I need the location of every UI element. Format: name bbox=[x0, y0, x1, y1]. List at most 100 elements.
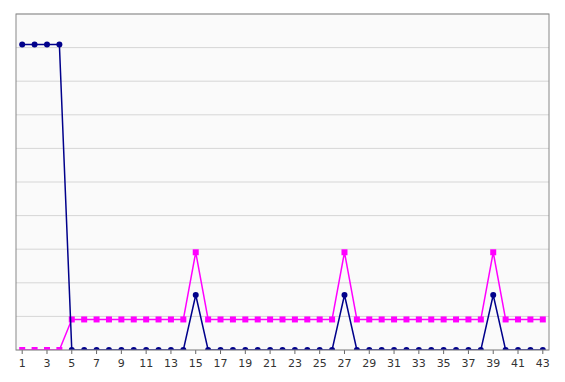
series-marker bbox=[391, 316, 397, 322]
x-tick bbox=[418, 350, 419, 354]
x-tick-label: 23 bbox=[288, 357, 302, 370]
series-line bbox=[22, 45, 543, 350]
plot-frame bbox=[16, 14, 549, 350]
series-marker bbox=[44, 42, 50, 48]
grid-line bbox=[16, 47, 549, 48]
series-marker bbox=[441, 316, 447, 322]
x-tick bbox=[46, 350, 47, 354]
series-marker bbox=[515, 316, 521, 322]
x-tick bbox=[344, 350, 345, 354]
x-axis: 135791113151719212325272931333537394143 bbox=[19, 350, 550, 370]
series-marker bbox=[317, 316, 323, 322]
x-tick-label: 27 bbox=[337, 357, 351, 370]
series-marker bbox=[193, 292, 199, 298]
series-marker bbox=[403, 316, 409, 322]
series-marker bbox=[156, 316, 162, 322]
series-marker bbox=[465, 316, 471, 322]
x-tick bbox=[220, 350, 221, 354]
data-area bbox=[19, 42, 546, 350]
series-marker bbox=[292, 316, 298, 322]
x-tick bbox=[146, 350, 147, 354]
grid-line bbox=[16, 182, 549, 183]
series-marker bbox=[94, 316, 100, 322]
x-tick-label: 17 bbox=[214, 357, 228, 370]
x-tick-label: 21 bbox=[263, 357, 277, 370]
chart-container: 135791113151719212325272931333537394143 bbox=[0, 0, 565, 382]
plot-background bbox=[16, 14, 549, 350]
series-marker bbox=[428, 316, 434, 322]
x-tick-label: 41 bbox=[511, 357, 525, 370]
series-marker bbox=[366, 316, 372, 322]
series-marker bbox=[540, 316, 546, 322]
series-marker bbox=[168, 316, 174, 322]
grid-line bbox=[16, 81, 549, 82]
x-tick bbox=[468, 350, 469, 354]
x-tick bbox=[493, 350, 494, 354]
series-marker bbox=[341, 249, 347, 255]
series-marker bbox=[490, 292, 496, 298]
series-marker bbox=[218, 316, 224, 322]
series-marker bbox=[230, 316, 236, 322]
x-tick bbox=[294, 350, 295, 354]
x-tick-label: 3 bbox=[43, 357, 50, 370]
series-marker bbox=[81, 316, 87, 322]
series-marker bbox=[490, 249, 496, 255]
series-marker bbox=[267, 316, 273, 322]
chart: 135791113151719212325272931333537394143 bbox=[0, 0, 565, 382]
series-marker bbox=[69, 316, 75, 322]
series-marker bbox=[416, 316, 422, 322]
series-marker bbox=[341, 292, 347, 298]
grid-line bbox=[16, 215, 549, 216]
series-marker bbox=[329, 316, 335, 322]
grid-line bbox=[16, 249, 549, 250]
x-tick-label: 15 bbox=[189, 357, 203, 370]
x-tick bbox=[22, 350, 23, 354]
x-tick bbox=[542, 350, 543, 354]
series-marker bbox=[32, 42, 38, 48]
series bbox=[19, 42, 546, 350]
x-tick bbox=[121, 350, 122, 354]
x-tick-label: 13 bbox=[164, 357, 178, 370]
x-tick-label: 19 bbox=[238, 357, 252, 370]
series-marker bbox=[453, 316, 459, 322]
x-tick-label: 43 bbox=[536, 357, 550, 370]
x-tick-label: 35 bbox=[437, 357, 451, 370]
x-tick-label: 11 bbox=[139, 357, 153, 370]
x-tick-label: 31 bbox=[387, 357, 401, 370]
x-tick-label: 1 bbox=[19, 357, 26, 370]
x-tick bbox=[270, 350, 271, 354]
series-marker bbox=[255, 316, 261, 322]
x-tick bbox=[96, 350, 97, 354]
series-marker bbox=[242, 316, 248, 322]
series-marker bbox=[143, 316, 149, 322]
series-line bbox=[22, 252, 543, 350]
x-tick bbox=[195, 350, 196, 354]
x-tick bbox=[394, 350, 395, 354]
x-tick-label: 25 bbox=[313, 357, 327, 370]
series-marker bbox=[503, 316, 509, 322]
x-tick bbox=[319, 350, 320, 354]
series-marker bbox=[527, 316, 533, 322]
series bbox=[19, 249, 546, 350]
series-marker bbox=[478, 316, 484, 322]
grid-line bbox=[16, 114, 549, 115]
x-tick bbox=[170, 350, 171, 354]
x-tick-label: 5 bbox=[68, 357, 75, 370]
series-marker bbox=[56, 42, 62, 48]
x-tick bbox=[518, 350, 519, 354]
grid-line bbox=[16, 282, 549, 283]
grid bbox=[16, 14, 549, 350]
series-marker bbox=[193, 249, 199, 255]
grid-line bbox=[16, 148, 549, 149]
series-marker bbox=[131, 316, 137, 322]
x-tick-label: 9 bbox=[118, 357, 125, 370]
series-marker bbox=[106, 316, 112, 322]
x-tick-label: 37 bbox=[461, 357, 475, 370]
series-marker bbox=[379, 316, 385, 322]
series-marker bbox=[180, 316, 186, 322]
x-tick bbox=[245, 350, 246, 354]
x-tick bbox=[71, 350, 72, 354]
series-marker bbox=[205, 316, 211, 322]
x-tick-label: 29 bbox=[362, 357, 376, 370]
series-marker bbox=[19, 42, 25, 48]
